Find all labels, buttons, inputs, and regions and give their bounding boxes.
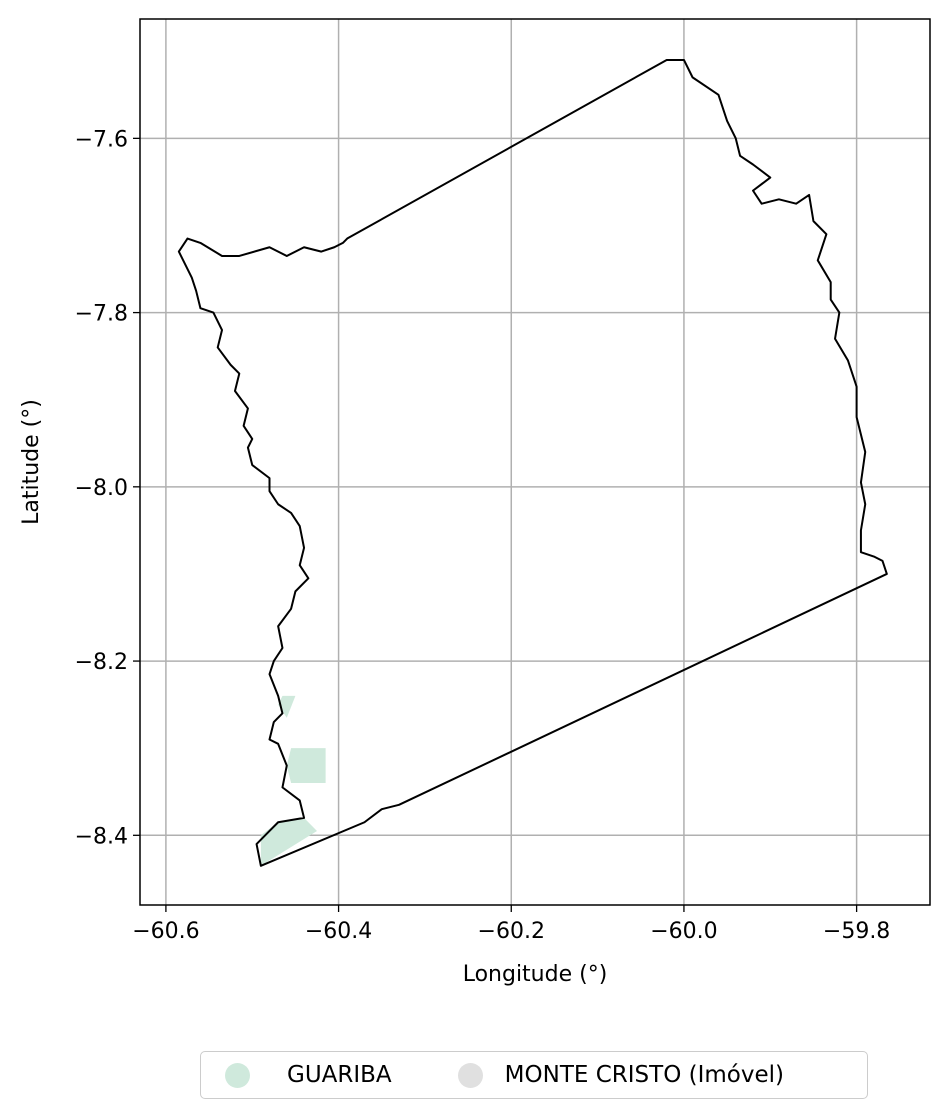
legend-item-guariba: GUARIBA (225, 1062, 392, 1088)
y-tick-label-1: −7.8 (75, 302, 128, 327)
grid-lines (140, 19, 930, 905)
axis-ticks: −60.6 −60.4 −60.2 −60.0 −59.8 −7.6 −7.8 −8.0 −8.… (75, 127, 891, 944)
legend-label-guariba: GUARIBA (287, 1062, 392, 1088)
x-tick-label-3: −60.0 (650, 919, 717, 944)
x-tick-label-4: −59.8 (823, 919, 890, 944)
region-0-patch-1 (286, 748, 326, 784)
x-tick-label-2: −60.2 (478, 919, 545, 944)
legend-item-monte-cristo: MONTE CRISTO (Imóvel) (457, 1062, 784, 1088)
x-tick-label-1: −60.4 (305, 919, 372, 944)
monte-cristo-boundary (177, 58, 888, 867)
y-tick-label-4: −8.4 (75, 824, 128, 849)
legend: GUARIBA MONTE CRISTO (Imóvel) (200, 1051, 868, 1099)
y-tick-label-2: −8.0 (75, 476, 128, 501)
x-tick-label-0: −60.6 (132, 919, 199, 944)
legend-marker-guariba (225, 1062, 250, 1088)
legend-label-monte-cristo: MONTE CRISTO (Imóvel) (504, 1062, 784, 1088)
legend-marker-monte-cristo (457, 1062, 483, 1088)
y-tick-label-0: −7.6 (75, 127, 128, 152)
y-tick-label-3: −8.2 (75, 650, 128, 675)
region-0-patch-2 (260, 817, 317, 866)
region-outline (177, 58, 888, 867)
region-0-patch-0 (278, 695, 296, 718)
plot-frame (139, 18, 931, 906)
region-fills (260, 695, 326, 866)
x-axis-label: Longitude (°) (463, 962, 608, 987)
y-axis-label: Latitude (°) (19, 399, 44, 525)
